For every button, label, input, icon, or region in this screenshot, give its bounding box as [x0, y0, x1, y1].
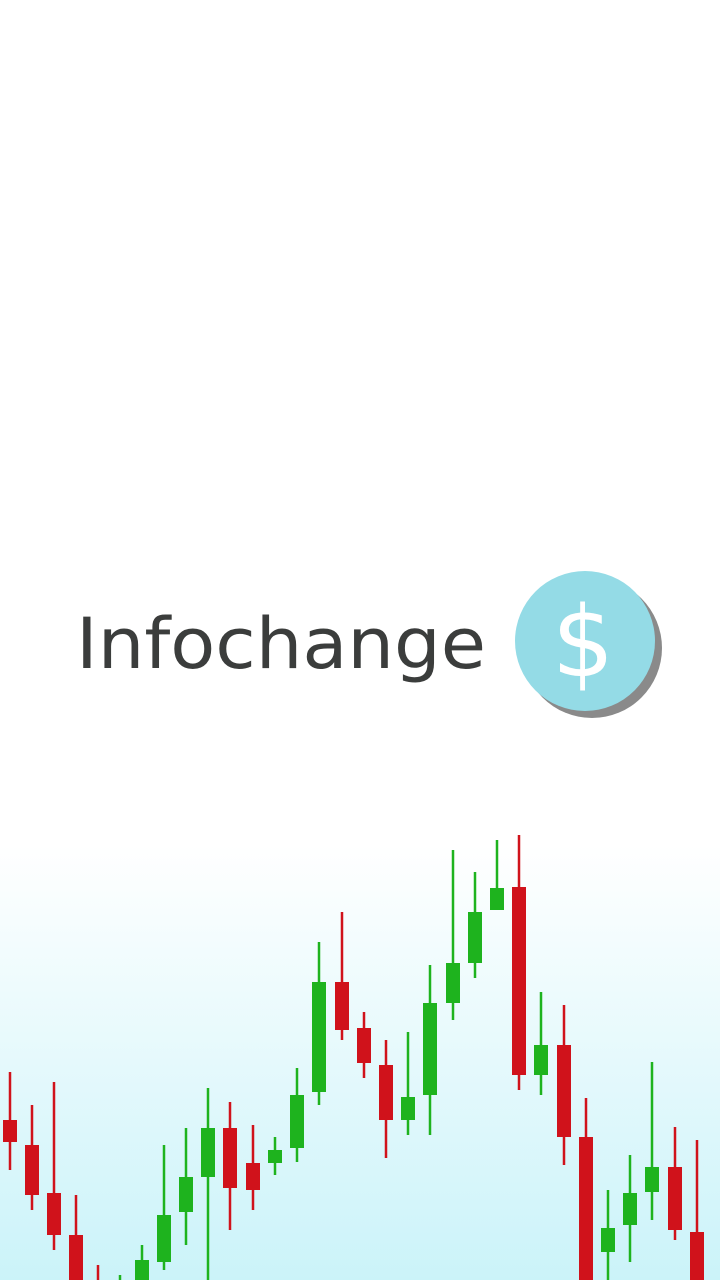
candle: [335, 982, 349, 1030]
candle: [69, 1235, 83, 1280]
candle: [579, 1137, 593, 1280]
candle: [557, 1045, 571, 1137]
candle: [223, 1128, 237, 1188]
candle: [3, 1120, 17, 1142]
candle: [268, 1150, 282, 1163]
candle: [623, 1193, 637, 1225]
candle: [379, 1065, 393, 1120]
candle: [201, 1128, 215, 1177]
candle: [690, 1232, 704, 1280]
candle: [446, 963, 460, 1003]
candle: [47, 1193, 61, 1235]
candle: [645, 1167, 659, 1192]
logo: Infochange $: [76, 571, 662, 718]
candle: [135, 1260, 149, 1280]
candle: [179, 1177, 193, 1212]
candlestick-decoration: [3, 835, 704, 1280]
candle: [512, 887, 526, 1075]
candle: [290, 1095, 304, 1148]
candle: [357, 1028, 371, 1063]
app-name: Infochange: [76, 603, 486, 685]
candle: [601, 1228, 615, 1252]
candle: [157, 1215, 171, 1262]
candle: [490, 888, 504, 910]
candle: [312, 982, 326, 1092]
logo-icon: $: [552, 586, 614, 700]
candle: [423, 1003, 437, 1095]
candle: [534, 1045, 548, 1075]
candle: [468, 912, 482, 963]
logo-coin: [515, 571, 655, 711]
candle: [668, 1167, 682, 1230]
candle: [246, 1163, 260, 1190]
candle: [25, 1145, 39, 1195]
candle: [401, 1097, 415, 1120]
